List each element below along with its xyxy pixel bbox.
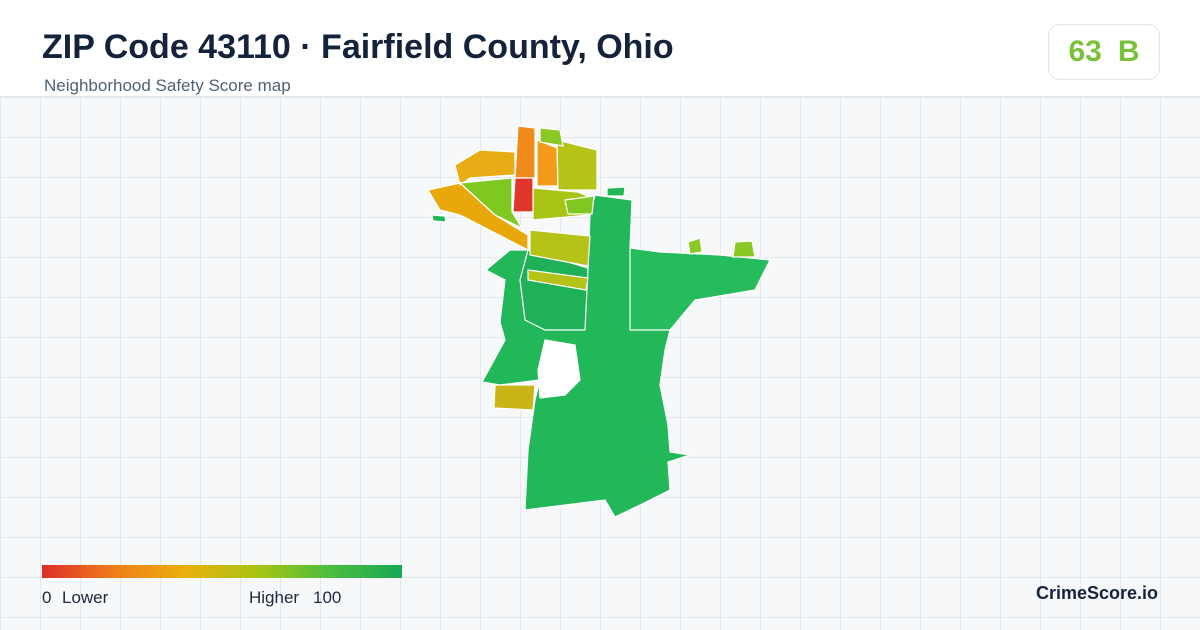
area	[512, 177, 534, 213]
legend-gradient	[42, 565, 402, 578]
area	[629, 247, 771, 331]
legend-min-label: Lower	[62, 588, 109, 607]
area	[519, 249, 589, 331]
score-grade: B	[1117, 35, 1140, 68]
header-background	[0, 0, 1200, 96]
score-badge: 63 B	[1048, 24, 1160, 80]
title: ZIP Code 43110 · Fairfield County, Ohio	[42, 28, 674, 66]
area	[536, 139, 559, 187]
area	[687, 237, 703, 255]
subtitle: Neighborhood Safety Score map	[44, 76, 291, 95]
area	[514, 125, 536, 179]
brand: CrimeScore.io	[1035, 583, 1158, 603]
area	[564, 195, 595, 215]
area	[606, 186, 626, 197]
area	[556, 139, 598, 191]
legend-max: 100	[313, 588, 342, 607]
area	[431, 214, 447, 223]
area	[537, 339, 581, 399]
legend-bar	[42, 565, 402, 578]
legend-min: 0	[42, 588, 52, 607]
area	[539, 127, 564, 147]
area	[493, 384, 536, 411]
area	[458, 177, 524, 230]
area	[527, 269, 589, 291]
legend-max-label: Higher	[249, 588, 300, 607]
score-value: 63	[1068, 35, 1102, 68]
area	[529, 229, 591, 267]
area	[732, 240, 756, 258]
